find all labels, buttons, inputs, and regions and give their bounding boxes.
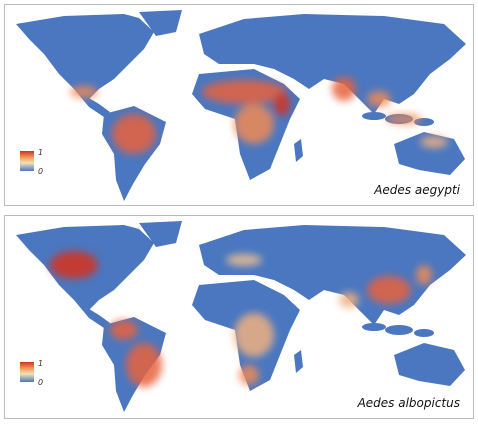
legend-max: 1 bbox=[38, 148, 43, 157]
species-label: Aedes aegypti bbox=[373, 183, 460, 197]
legend-max: 1 bbox=[38, 359, 43, 368]
species-label: Aedes albopictus bbox=[357, 396, 460, 410]
map-panel: 1 0 Aedes albopictus bbox=[4, 215, 474, 419]
legend-scale bbox=[20, 362, 34, 382]
legend-min: 0 bbox=[38, 378, 43, 387]
map-panel: 1 0 Aedes aegypti bbox=[4, 4, 474, 206]
legend-scale bbox=[20, 151, 34, 171]
legend-min: 0 bbox=[38, 167, 43, 176]
